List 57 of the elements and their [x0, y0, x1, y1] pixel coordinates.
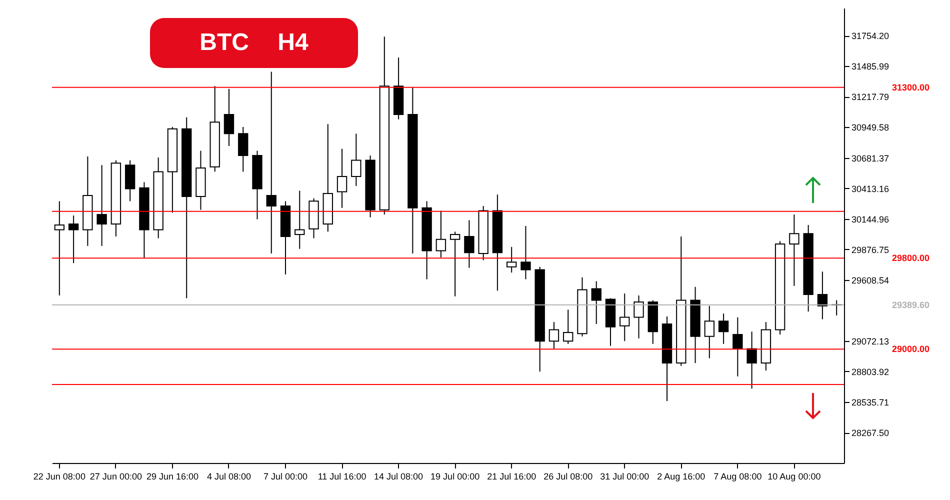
ref-line-label: 29800.00	[892, 253, 930, 264]
x-tick-label: 10 Aug 00:00	[768, 472, 821, 482]
candlestick	[266, 71, 276, 254]
x-tick-label: 31 Jul 00:00	[600, 472, 650, 482]
candlestick	[520, 225, 531, 280]
candlestick	[506, 246, 517, 274]
y-tick-label: 28535.71	[852, 398, 890, 408]
y-tick-label: 30681.37	[852, 153, 890, 164]
candlestick	[238, 126, 248, 172]
x-tick-label: 21 Jul 16:00	[487, 472, 536, 482]
candlestick	[54, 200, 65, 296]
candlestick	[718, 313, 729, 344]
candlestick	[732, 316, 743, 377]
candlestick	[817, 271, 828, 320]
y-tick-label: 28267.50	[852, 428, 890, 438]
x-tick-label: 29 Jun 16:00	[146, 472, 198, 482]
candlestick	[704, 305, 714, 359]
x-tick-label: 22 Jun 08:00	[33, 472, 86, 482]
x-tick-label: 11 Jul 16:00	[318, 472, 366, 482]
candlestick	[336, 148, 348, 208]
x-tick-label: 27 Jun 00:00	[90, 472, 142, 482]
candlestick	[96, 164, 107, 246]
candlestick	[68, 215, 79, 264]
y-tick-label: 30413.16	[852, 184, 890, 194]
x-tick-label: 2 Aug 16:00	[657, 472, 706, 482]
candlestick	[450, 231, 460, 297]
candlestick	[789, 214, 800, 286]
candlestick	[351, 133, 362, 186]
candlestick	[620, 293, 630, 342]
x-tick-label: 4 Jul 08:00	[206, 472, 252, 482]
x-tick-label: 26 Jul 08:00	[544, 472, 593, 482]
candlestick	[548, 322, 560, 350]
candlestick	[563, 309, 574, 344]
ref-line-label: 29000.00	[892, 344, 930, 354]
y-tick-label: 28803.92	[852, 366, 890, 377]
candlestick	[224, 88, 234, 146]
y-tick-label: 29876.75	[852, 244, 890, 255]
y-tick-label: 29072.13	[852, 336, 890, 346]
candlestick	[634, 294, 644, 339]
candlestick	[464, 220, 474, 268]
x-tick-label: 19 Jul 00:00	[430, 472, 480, 482]
candlestick	[294, 190, 305, 250]
ref-line-label: 29389.60	[892, 300, 930, 310]
x-tick-label: 14 Jul 08:00	[374, 472, 424, 482]
candlestick	[436, 210, 446, 258]
candlestick	[124, 160, 136, 202]
y-tick-label: 31217.79	[852, 92, 890, 102]
x-tick-label: 7 Aug 08:00	[714, 472, 762, 482]
ref-line-label: 31300.00	[892, 82, 930, 92]
y-tick-label: 30949.58	[852, 122, 890, 133]
x-tick-label: 7 Jul 00:00	[263, 472, 308, 482]
y-tick-label: 31485.99	[852, 62, 890, 72]
candlestick	[746, 331, 757, 390]
y-tick-label: 31754.20	[852, 31, 890, 42]
candlestick	[591, 280, 602, 325]
y-tick-label: 30144.96	[852, 214, 890, 224]
y-tick-label: 29608.54	[852, 275, 890, 286]
